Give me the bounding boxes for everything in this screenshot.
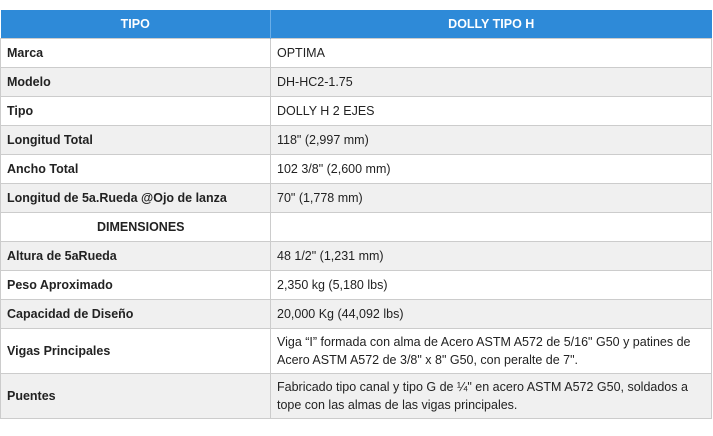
row-label: Peso Aproximado xyxy=(0,270,271,300)
table-row: Modelo DH-HC2-1.75 xyxy=(0,67,712,97)
row-label: Longitud de 5a.Rueda @Ojo de lanza xyxy=(0,183,271,213)
table-row: Capacidad de Diseño 20,000 Kg (44,092 lb… xyxy=(0,299,712,329)
row-value xyxy=(270,212,712,242)
table-row: Tipo DOLLY H 2 EJES xyxy=(0,96,712,126)
row-label: Longitud Total xyxy=(0,125,271,155)
table-row: Vigas Principales Viga “I” formada con a… xyxy=(0,328,712,374)
row-value: 118" (2,997 mm) xyxy=(270,125,712,155)
row-label: Ancho Total xyxy=(0,154,271,184)
table-row: Peso Aproximado 2,350 kg (5,180 lbs) xyxy=(0,270,712,300)
table-row: Longitud Total 118" (2,997 mm) xyxy=(0,125,712,155)
table-row: Altura de 5aRueda 48 1/2" (1,231 mm) xyxy=(0,241,712,271)
row-value: 102 3/8" (2,600 mm) xyxy=(270,154,712,184)
row-label: Puentes xyxy=(0,373,271,419)
row-value: 70" (1,778 mm) xyxy=(270,183,712,213)
row-value: DOLLY H 2 EJES xyxy=(270,96,712,126)
table-row: Puentes Fabricado tipo canal y tipo G de… xyxy=(0,373,712,419)
section-row: DIMENSIONES xyxy=(0,212,712,242)
spec-table: TIPO DOLLY TIPO H Marca OPTIMA Modelo DH… xyxy=(0,10,712,419)
row-value: DH-HC2-1.75 xyxy=(270,67,712,97)
row-label: Tipo xyxy=(0,96,271,126)
row-label: Altura de 5aRueda xyxy=(0,241,271,271)
table-row: Marca OPTIMA xyxy=(0,38,712,68)
row-label: Vigas Principales xyxy=(0,328,271,374)
section-heading: DIMENSIONES xyxy=(0,212,271,242)
row-label: Modelo xyxy=(0,67,271,97)
row-label: Capacidad de Diseño xyxy=(0,299,271,329)
header-dolly-tipo-h: DOLLY TIPO H xyxy=(270,10,712,39)
row-value: Fabricado tipo canal y tipo G de ¼" en a… xyxy=(270,373,712,419)
table-row: Longitud de 5a.Rueda @Ojo de lanza 70" (… xyxy=(0,183,712,213)
row-value: 2,350 kg (5,180 lbs) xyxy=(270,270,712,300)
row-value: 48 1/2" (1,231 mm) xyxy=(270,241,712,271)
row-value: Viga “I” formada con alma de Acero ASTM … xyxy=(270,328,712,374)
header-tipo: TIPO xyxy=(0,10,271,39)
row-value: 20,000 Kg (44,092 lbs) xyxy=(270,299,712,329)
table-header-row: TIPO DOLLY TIPO H xyxy=(0,10,712,39)
row-label: Marca xyxy=(0,38,271,68)
table-row: Ancho Total 102 3/8" (2,600 mm) xyxy=(0,154,712,184)
row-value: OPTIMA xyxy=(270,38,712,68)
